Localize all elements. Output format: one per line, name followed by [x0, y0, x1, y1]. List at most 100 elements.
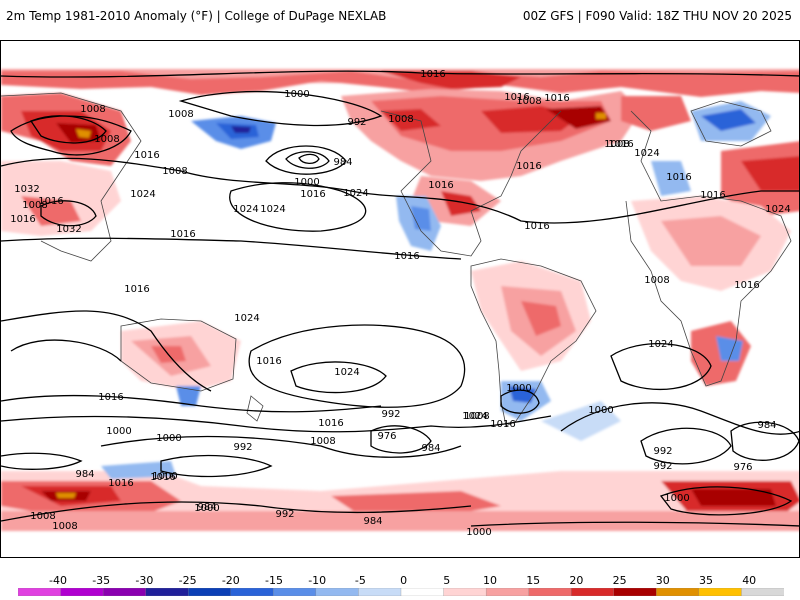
isobar-label: 1024	[233, 204, 258, 215]
isobar-line	[1, 394, 382, 413]
isobar-label: 1016	[124, 284, 149, 295]
isobar-line	[1, 310, 212, 392]
isobar-label: 1016	[38, 196, 63, 207]
isobar-label: 1008	[162, 166, 187, 177]
isobar-line	[730, 421, 799, 461]
isobar-label: 992	[653, 461, 672, 472]
legend-tick-label: 40	[742, 574, 757, 587]
model-run-title: 00Z GFS | F090 Valid: 18Z THU NOV 20 202…	[522, 9, 792, 23]
isobar-label: 1016	[516, 161, 541, 172]
isobar-label: 1008	[644, 275, 669, 286]
legend-swatch	[230, 588, 274, 596]
isobar-line	[30, 115, 107, 144]
legend-color-bar	[18, 588, 784, 596]
isobar-label: 1016	[428, 180, 453, 191]
anomaly-map[interactable]: 1016 1000 1008 1016 1008 1016 1008 1016 1032 1016…	[0, 40, 800, 558]
arctic-warm-core	[1, 71, 799, 97]
south-america-coast	[470, 258, 597, 427]
isobar-label: 1000	[106, 426, 131, 437]
isobar-line	[610, 343, 712, 391]
isobar-label: 1032	[56, 224, 81, 235]
legend-tick-label: 5	[443, 574, 451, 587]
new-zealand-coast	[246, 395, 264, 422]
legend-tick-label: 15	[526, 574, 541, 587]
isobar-line	[290, 361, 387, 394]
isobar-label: 1008	[516, 96, 541, 107]
isobar-label: 1016	[108, 478, 133, 489]
legend-swatch	[741, 588, 784, 596]
legend-swatch	[400, 588, 445, 596]
legend-tick-label: -40	[49, 574, 67, 587]
isobar-label: 1016	[700, 190, 725, 201]
legend-swatch	[698, 588, 743, 596]
isobar-label: 1016	[666, 172, 691, 183]
isobar-label: 992	[653, 446, 672, 457]
north-america-coast	[380, 110, 562, 257]
legend-tick-label: 30	[655, 574, 670, 587]
legend-tick-label: -15	[265, 574, 283, 587]
legend-swatch	[443, 588, 487, 596]
temperature-anomaly-shading	[1, 69, 799, 531]
isobar-label: 1032	[14, 184, 39, 195]
isobar-label: 1016	[170, 229, 195, 240]
isobar-line	[160, 454, 273, 478]
legend-swatch	[358, 588, 402, 596]
isobar-label: 1024	[648, 339, 673, 350]
legend-tick-labels: -40 -35 -30 -25 -20 -15 -10 -5 0 5 10 15 20 25 30 35 40	[0, 566, 800, 587]
isobar-label: 1008	[168, 109, 193, 120]
isobar-line	[1, 70, 799, 78]
isobar-labels: 1016100010081016100810161008101610321016…	[10, 69, 790, 538]
color-legend: -40 -35 -30 -25 -20 -15 -10 -5 0 5 10 15 20 25 30 35 40	[0, 566, 800, 600]
isobar-label: 984	[363, 516, 382, 527]
isobar-line	[370, 425, 432, 454]
isobar-label: 1024	[130, 189, 155, 200]
scandinavia-coast	[690, 100, 772, 147]
isobar-line	[10, 115, 132, 156]
china-warm-light	[1, 161, 121, 236]
legend-swatch	[528, 588, 572, 596]
isobar-label: 1016	[150, 472, 175, 483]
arctic-hot-spot	[381, 71, 521, 89]
isobar-label: 1016	[134, 150, 159, 161]
isobar-line	[560, 402, 799, 435]
legend-tick-label: 35	[699, 574, 713, 587]
isobar-label: 992	[347, 117, 366, 128]
isobar-label: 1000	[194, 503, 219, 514]
isobar-label: 1016	[420, 69, 445, 80]
isobar-label: 1000	[466, 527, 491, 538]
isobar-label: 1000	[664, 493, 689, 504]
isobar-label: 1016	[318, 418, 343, 429]
coastlines	[1, 92, 792, 427]
isobar-label: 1000	[284, 89, 309, 100]
legend-swatch	[188, 588, 232, 596]
isobar-line	[248, 324, 466, 408]
legend-tick-label: -20	[221, 574, 240, 587]
isobar-label: 1008	[80, 104, 105, 115]
isobar-line	[470, 521, 799, 527]
africa-coast	[625, 110, 792, 387]
isobar-line	[229, 182, 367, 232]
isobar-label: 1024	[234, 313, 259, 324]
china-warm	[21, 196, 81, 226]
isobar-label: 984	[75, 469, 94, 480]
isobar-label: 1008	[388, 114, 413, 125]
isobar-label: 1008	[22, 200, 47, 211]
legend-swatch	[145, 588, 189, 596]
asia-coast	[1, 92, 142, 262]
isobar-line	[298, 153, 320, 165]
isobar-label: 1000	[588, 405, 613, 416]
isobar-label: 992	[381, 409, 400, 420]
isobar-label: 1000	[156, 433, 181, 444]
siberia-max	[76, 129, 91, 138]
isobar-label: 1024	[334, 367, 359, 378]
legend-swatch	[60, 588, 104, 596]
europe-cold	[651, 161, 691, 196]
isobar-label: 1000	[294, 177, 319, 188]
legend-tick-label: 10	[483, 574, 497, 587]
isobar-line	[1, 415, 552, 433]
isobar-line	[100, 435, 462, 458]
isobar-label: 1008	[52, 521, 77, 532]
antarctic-cold	[101, 461, 176, 479]
isobar-label: 1024	[765, 204, 790, 215]
isobar-label: 992	[233, 442, 252, 453]
